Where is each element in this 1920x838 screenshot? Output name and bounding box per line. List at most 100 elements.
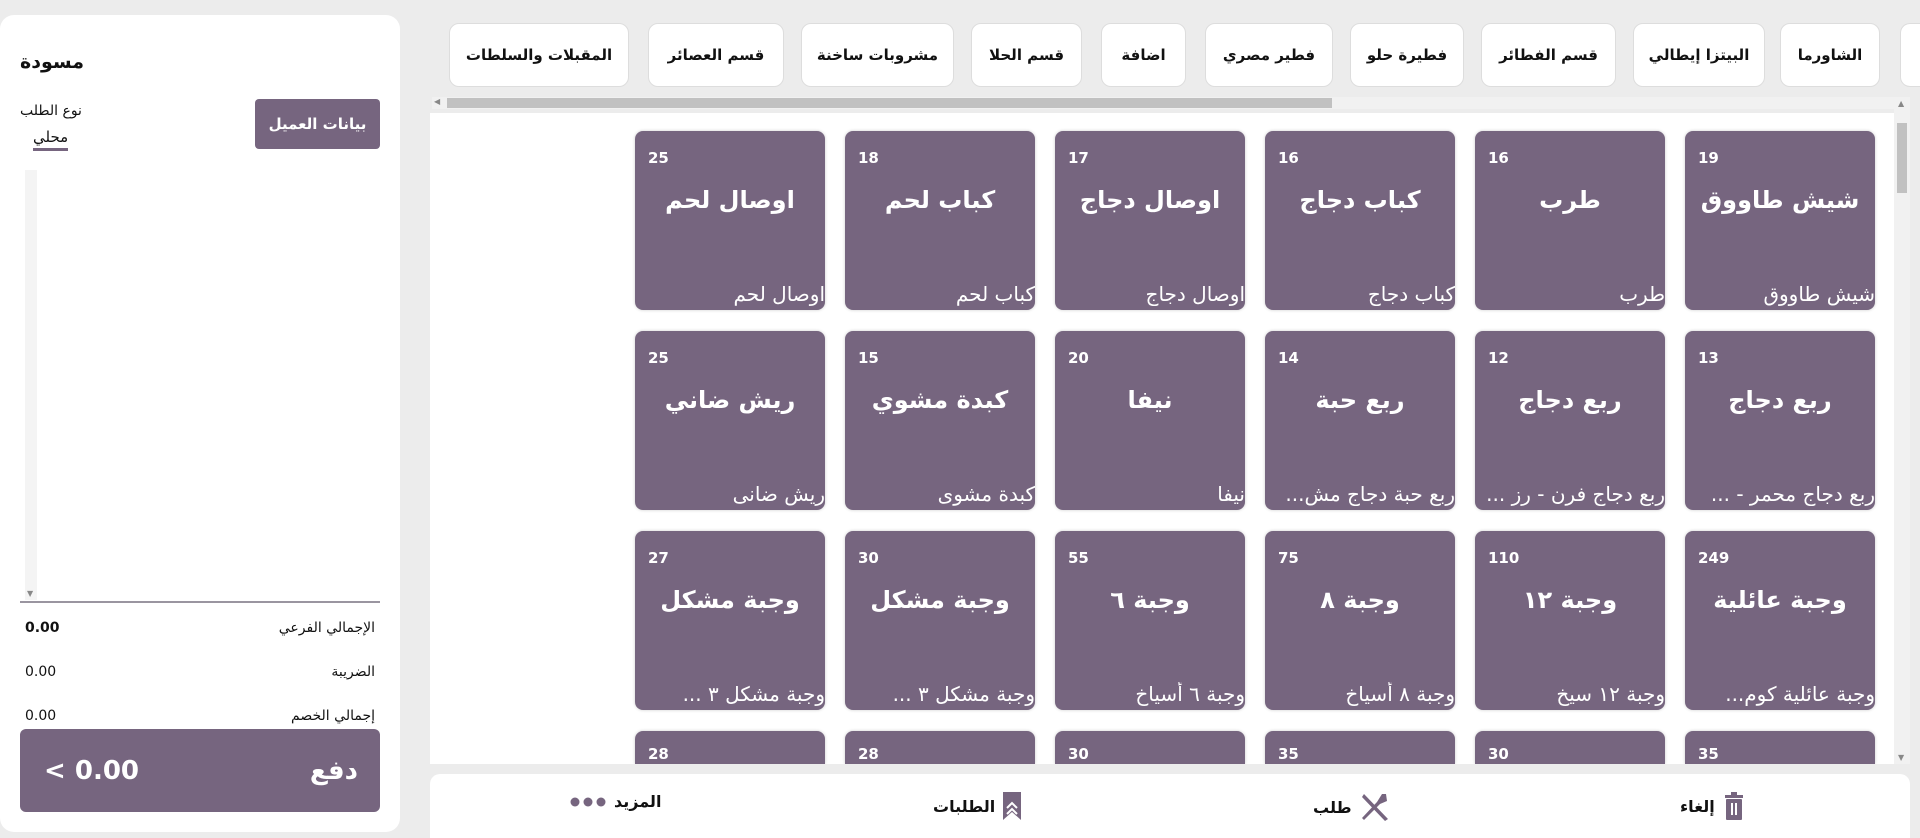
product-grid: 19 شيش طاووق شيش طاووق 16 طرب طرب 16 كباب دجاج ك… <box>635 131 1875 764</box>
product-price: 19 <box>1698 149 1719 167</box>
category-tab-partial[interactable] <box>1900 23 1920 87</box>
product-tile[interactable]: 27 وجبة مشكل وجبة مشكل ٣ ... <box>635 531 825 710</box>
product-price: 25 <box>648 149 669 167</box>
product-tile[interactable]: 12 ربع دجاج ربع دجاج فرن - رز ... <box>1475 331 1665 510</box>
product-tile[interactable]: 18 كباب لحم كباب لحم <box>845 131 1035 310</box>
product-price: 18 <box>858 149 879 167</box>
more-dots-icon <box>570 797 606 806</box>
category-tab[interactable]: الشاورما <box>1780 23 1880 87</box>
product-tile[interactable]: 14 ربع حبة ربع حبة دجاج مش... <box>1265 331 1455 510</box>
product-tile[interactable]: 16 طرب طرب <box>1475 131 1665 310</box>
product-price: 14 <box>1278 349 1299 367</box>
product-tile[interactable]: 20 نيفا نيفا <box>1055 331 1245 510</box>
product-price: 249 <box>1698 549 1730 567</box>
order-button[interactable]: طلب <box>1313 792 1390 822</box>
product-tile[interactable]: 28 <box>635 731 825 764</box>
product-price: 27 <box>648 549 669 567</box>
product-tile[interactable]: 25 ريش ضاني ريش ضانى <box>635 331 825 510</box>
product-tile[interactable]: 25 اوصال لحم اوصال لحم <box>635 131 825 310</box>
category-tab[interactable]: مشروبات ساخنة <box>801 23 954 87</box>
product-name: نيفا <box>1127 386 1173 414</box>
product-tile[interactable]: 16 كباب دجاج كباب دجاج <box>1265 131 1455 310</box>
product-description: كبدة مشوى <box>937 482 1035 506</box>
order-label: طلب <box>1313 797 1352 817</box>
category-tab[interactable]: قسم العصائر <box>648 23 784 87</box>
product-tile[interactable]: 30 <box>1475 731 1665 764</box>
category-tabs: الشاورما البيتزا إيطالي قسم الفطائر فطيرة ح… <box>430 23 1920 87</box>
product-tile[interactable]: 249 وجبة عائلية وجبة عائلية كوم... <box>1685 531 1875 710</box>
product-tile[interactable]: 75 وجبة ٨ وجبة ٨ أسياخ <box>1265 531 1455 710</box>
pay-label: دفع <box>309 755 358 786</box>
pay-button[interactable]: < 0.00 دفع <box>20 729 380 812</box>
product-tile[interactable]: 35 <box>1265 731 1455 764</box>
product-price: 16 <box>1278 149 1299 167</box>
more-label: المزيد <box>614 792 662 811</box>
scroll-up-icon[interactable]: ▲ <box>1898 99 1905 108</box>
product-description: وجبة ٦ أسياخ <box>1135 682 1245 706</box>
product-name: كباب لحم <box>884 186 996 214</box>
product-description: ربع دجاج فرن - رز ... <box>1486 482 1665 506</box>
product-description: وجبة عائلية كوم... <box>1725 682 1875 706</box>
order-type-value[interactable]: محلي <box>33 128 69 151</box>
product-description: وجبة ٨ أسياخ <box>1345 682 1455 706</box>
scrollbar-thumb[interactable] <box>1897 123 1907 193</box>
product-tile[interactable]: 19 شيش طاووق شيش طاووق <box>1685 131 1875 310</box>
scrollbar-thumb[interactable] <box>447 98 1332 108</box>
order-list-scrollbar[interactable]: ▼ <box>25 170 37 600</box>
product-tile[interactable]: 55 وجبة ٦ وجبة ٦ أسياخ <box>1055 531 1245 710</box>
product-tile[interactable]: 17 اوصال دجاج اوصال دجاج <box>1055 131 1245 310</box>
order-panel: مسودة نوع الطلب محلي بيانات العميل ▼ 0.0… <box>0 15 400 832</box>
product-description: وجبة مشكل ٣ ... <box>682 682 825 706</box>
category-scrollbar[interactable]: ◀ ▶ <box>432 97 1910 109</box>
product-tile[interactable]: 30 <box>1055 731 1245 764</box>
products-scrollbar[interactable]: ▲ ▼ <box>1894 97 1910 764</box>
tax-value: 0.00 <box>25 664 57 680</box>
product-tile[interactable]: 13 ربع دجاج ربع دجاج محمر - ... <box>1685 331 1875 510</box>
product-tile[interactable]: 35 <box>1685 731 1875 764</box>
bottom-action-bar: إلغاء طلب الطلبات المزيد <box>430 774 1910 838</box>
scroll-down-icon[interactable]: ▼ <box>27 589 34 598</box>
product-description: كباب دجاج <box>1367 282 1455 306</box>
orders-button[interactable]: الطلبات <box>933 792 1022 820</box>
product-description: اوصال دجاج <box>1145 282 1245 306</box>
product-description: كباب لحم <box>955 282 1035 306</box>
discount-row: 0.00 إجمالي الخصم <box>25 708 375 724</box>
product-description: وجبة مشكل ٣ ... <box>892 682 1035 706</box>
product-name: ربع دجاج <box>1728 386 1832 414</box>
category-tab[interactable]: اضافة <box>1101 23 1186 87</box>
product-tile[interactable]: 110 وجبة ١٢ وجبة ١٢ سيخ <box>1475 531 1665 710</box>
more-button[interactable]: المزيد <box>570 792 661 811</box>
product-name: اوصال لحم <box>665 186 795 214</box>
product-name: وجبة ٦ <box>1110 586 1190 614</box>
cancel-button[interactable]: إلغاء <box>1680 792 1745 820</box>
category-tab[interactable]: المقبلات والسلطات <box>449 23 629 87</box>
category-tab[interactable]: فطير مصري <box>1205 23 1333 87</box>
product-price: 15 <box>858 349 879 367</box>
product-name: ربع حبة <box>1315 386 1405 414</box>
category-tab[interactable]: قسم الفطائر <box>1481 23 1616 87</box>
pay-amount-wrap: < 0.00 <box>44 756 139 786</box>
category-tab[interactable]: فطيرة حلو <box>1350 23 1464 87</box>
tax-row: 0.00 الضريبة <box>25 664 375 680</box>
product-price: 30 <box>858 549 879 567</box>
product-name: وجبة مشكل <box>870 586 1010 614</box>
tax-label: الضريبة <box>331 664 375 680</box>
subtotal-label: الإجمالي الفرعي <box>278 620 375 636</box>
product-price: 110 <box>1488 549 1520 567</box>
product-description: شيش طاووق <box>1763 282 1876 306</box>
scroll-down-icon[interactable]: ▼ <box>1898 753 1905 762</box>
scroll-left-icon[interactable]: ◀ <box>434 97 441 106</box>
product-price: 30 <box>1488 745 1509 763</box>
category-tab[interactable]: قسم الحلا <box>971 23 1082 87</box>
customer-data-button[interactable]: بيانات العميل <box>255 99 380 149</box>
category-tab[interactable]: البيتزا إيطالي <box>1633 23 1765 87</box>
product-name: وجبة ٨ <box>1320 586 1400 614</box>
product-description: نيفا <box>1217 482 1245 506</box>
products-area: 19 شيش طاووق شيش طاووق 16 طرب طرب 16 كباب دجاج ك… <box>430 113 1894 764</box>
product-tile[interactable]: 15 كبدة مشوي كبدة مشوى <box>845 331 1035 510</box>
product-tile[interactable]: 30 وجبة مشكل وجبة مشكل ٣ ... <box>845 531 1035 710</box>
product-price: 25 <box>648 349 669 367</box>
product-price: 55 <box>1068 549 1089 567</box>
product-tile[interactable]: 28 <box>845 731 1035 764</box>
discount-label: إجمالي الخصم <box>291 708 375 724</box>
